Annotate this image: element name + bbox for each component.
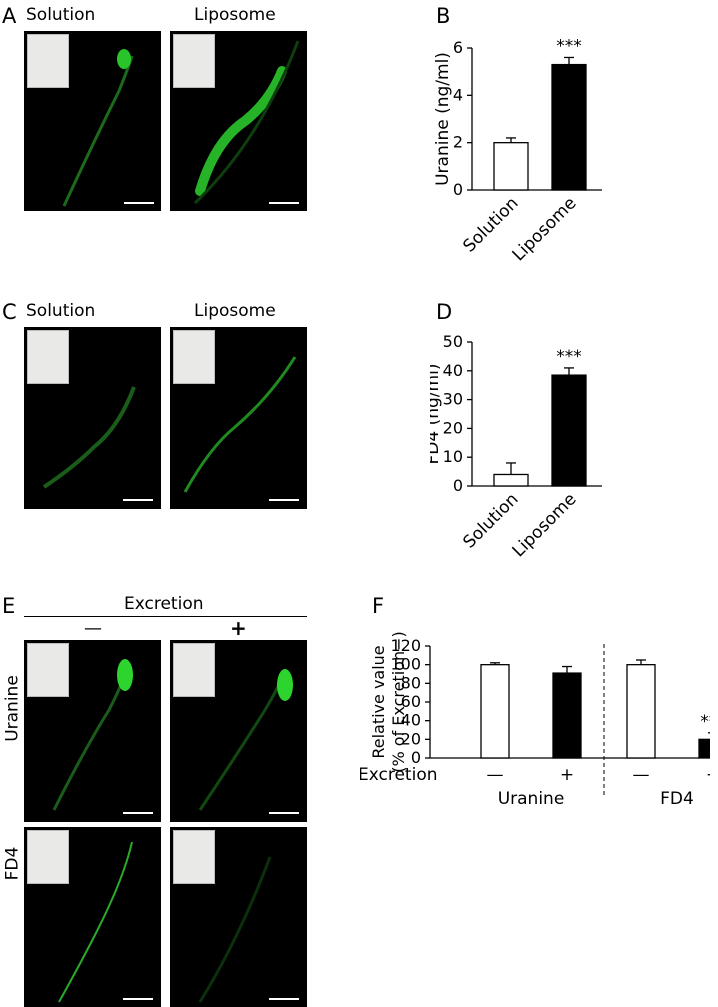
brightfield-inset xyxy=(173,34,215,88)
y-tick-label: 2 xyxy=(453,133,463,152)
y-axis-label: FD4 (ng/ml) xyxy=(430,364,443,465)
micrograph-e-uranine-plus xyxy=(170,640,307,822)
significance-label: *** xyxy=(556,347,582,367)
bar xyxy=(551,63,587,191)
scale-bar xyxy=(123,499,153,501)
minus-header: — xyxy=(84,618,102,639)
scale-bar xyxy=(123,998,153,1000)
y-tick-label: 6 xyxy=(453,38,463,57)
y-tick-label: 40 xyxy=(443,361,463,380)
scale-bar xyxy=(269,998,299,1000)
panel-label-c: C xyxy=(2,300,17,324)
y-tick-label: 40 xyxy=(401,711,421,730)
micrograph-a-liposome xyxy=(170,31,307,211)
col-header-liposome-c: Liposome xyxy=(194,301,276,321)
micrograph-a-solution xyxy=(24,31,161,211)
significance-label: *** xyxy=(700,712,710,732)
bar xyxy=(552,672,582,759)
micrograph-e-fd4-plus xyxy=(170,827,307,1007)
brightfield-inset xyxy=(27,330,69,384)
header-rule xyxy=(24,616,307,617)
x-tick-label: Liposome xyxy=(509,193,581,265)
col-header-solution-a: Solution xyxy=(26,5,96,25)
y-tick-label: 20 xyxy=(443,418,463,437)
y-tick-label: 0 xyxy=(453,476,463,495)
bar xyxy=(480,664,510,759)
brightfield-inset xyxy=(173,330,215,384)
y-tick-label: 0 xyxy=(453,180,463,199)
y-tick-label: 80 xyxy=(401,673,421,692)
y-tick-label: 4 xyxy=(453,85,463,104)
micrograph-e-fd4-minus xyxy=(24,827,161,1007)
brightfield-inset xyxy=(173,643,215,697)
x-tick-label: Liposome xyxy=(509,489,581,561)
y-tick-label: 30 xyxy=(443,390,463,409)
significance-label: *** xyxy=(556,36,582,56)
panel-label-b: B xyxy=(436,4,451,28)
col-header-liposome-a: Liposome xyxy=(194,5,276,25)
brightfield-inset xyxy=(27,643,69,697)
bar xyxy=(698,738,710,759)
scale-bar xyxy=(269,202,299,204)
y-axis-label: Uranine (ng/ml) xyxy=(433,52,453,186)
panel-label-d: D xyxy=(436,300,453,324)
scale-bar xyxy=(269,812,299,814)
group-label-fd4: FD4 xyxy=(660,789,694,805)
row-label-fd4: FD4 xyxy=(2,846,23,881)
y-tick-label: 0 xyxy=(411,748,421,767)
panel-label-a: A xyxy=(2,4,17,28)
excretion-row-label: Excretion xyxy=(360,765,438,785)
bar xyxy=(493,473,529,487)
brightfield-inset xyxy=(27,830,69,884)
bar xyxy=(626,664,656,759)
y-tick-label: 20 xyxy=(401,729,421,748)
brightfield-inset xyxy=(27,34,69,88)
panel-label-f: F xyxy=(372,594,385,618)
y-tick-label: 100 xyxy=(390,655,421,674)
bar xyxy=(493,142,529,191)
plus-header: + xyxy=(230,616,247,640)
excretion-header: Excretion xyxy=(124,594,204,614)
y-tick-label: 10 xyxy=(443,447,463,466)
group-label-uranine: Uranine xyxy=(498,789,565,805)
bar xyxy=(551,374,587,487)
brightfield-inset xyxy=(173,830,215,884)
scale-bar xyxy=(124,202,154,204)
x-tick-label: — xyxy=(487,765,504,785)
scale-bar xyxy=(269,499,299,501)
y-tick-label: 120 xyxy=(390,636,421,655)
x-tick-label: + xyxy=(706,765,710,785)
y-axis-label-line-1: Relative value xyxy=(369,645,388,758)
y-axis-label-line-2: (% of Excretion−) xyxy=(389,631,408,773)
col-header-solution-c: Solution xyxy=(26,301,96,321)
micrograph-c-solution xyxy=(24,327,161,509)
row-label-uranine: Uranine xyxy=(2,675,23,742)
micrograph-c-liposome xyxy=(170,327,307,509)
scale-bar xyxy=(123,812,153,814)
x-tick-label: + xyxy=(560,765,574,785)
y-tick-label: 60 xyxy=(401,692,421,711)
panel-label-e: E xyxy=(2,594,16,618)
y-tick-label: 50 xyxy=(443,332,463,351)
micrograph-e-uranine-minus xyxy=(24,640,161,822)
x-tick-label: — xyxy=(633,765,650,785)
